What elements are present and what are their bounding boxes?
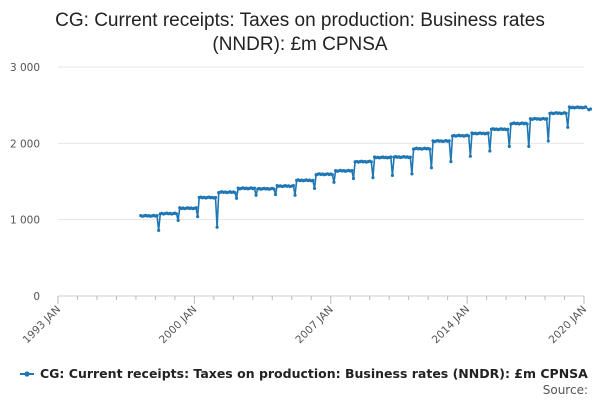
legend-label: CG: Current receipts: Taxes on productio… — [40, 366, 588, 381]
data-point — [371, 176, 375, 180]
data-point — [273, 192, 278, 197]
data-point — [584, 105, 588, 109]
x-axis: 1993 JAN 2000 JAN 2007 JAN 2014 JAN 2020 JAN — [21, 296, 589, 346]
data-point — [468, 154, 472, 158]
data-point — [369, 160, 373, 164]
data-point — [332, 180, 336, 184]
data-point — [234, 196, 239, 200]
data-point — [194, 206, 198, 210]
data-point — [525, 122, 529, 126]
data-point — [291, 184, 295, 188]
y-tick-label: 1 000 — [10, 215, 40, 227]
data-point — [449, 160, 453, 164]
data-point — [311, 178, 315, 182]
data-point — [389, 155, 393, 159]
y-tick-label: 3 000 — [10, 62, 40, 74]
data-point — [254, 193, 258, 197]
data-point — [155, 214, 159, 218]
data-point — [351, 176, 356, 181]
y-tick-label: 0 — [33, 291, 40, 303]
data-point — [252, 186, 257, 190]
data-point — [272, 187, 276, 191]
data-point — [196, 215, 200, 219]
x-tick-label: 1993 JAN — [21, 304, 63, 346]
data-point — [546, 139, 550, 143]
data-point — [428, 147, 432, 151]
data-point — [507, 144, 511, 148]
data-point — [545, 117, 549, 121]
data-point — [408, 155, 412, 159]
data-point — [390, 173, 395, 177]
x-tick-label: 2000 JAN — [157, 304, 199, 346]
data-point — [566, 125, 570, 129]
data-point — [467, 134, 471, 138]
data-point — [588, 107, 593, 111]
data-point — [312, 186, 317, 190]
data-point — [429, 166, 433, 170]
data-point — [157, 228, 161, 232]
data-point — [233, 191, 237, 195]
data-point — [293, 193, 297, 197]
x-tick-label: 2020 JAN — [547, 304, 589, 346]
chart-title-line-2: (NNDR): £m CPNSA — [212, 34, 388, 55]
data-point — [174, 212, 179, 216]
legend-dot-marker — [24, 371, 30, 377]
data-point — [527, 144, 531, 148]
data-point — [564, 111, 568, 116]
data-point — [506, 127, 510, 131]
data-point — [350, 168, 354, 173]
grid-lines — [58, 66, 584, 297]
data-point — [330, 173, 334, 177]
x-tick-label: 2007 JAN — [293, 304, 335, 346]
series-layer — [139, 105, 593, 232]
data-point — [447, 139, 451, 143]
chart-title-line-1: CG: Current receipts: Taxes on productio… — [55, 10, 545, 31]
data-point — [215, 225, 219, 229]
legend: CG: Current receipts: Taxes on productio… — [20, 366, 588, 381]
series-line — [140, 105, 591, 231]
y-axis-ticks: 0 1 000 2 000 3 000 — [10, 62, 40, 303]
data-point — [410, 172, 414, 176]
x-tick-label: 2014 JAN — [430, 304, 472, 346]
y-tick-label: 2 000 — [10, 138, 40, 150]
data-point — [176, 218, 180, 223]
data-point — [486, 131, 490, 135]
data-point — [213, 195, 218, 200]
data-point — [488, 149, 492, 153]
source-label: Source: — [543, 383, 588, 397]
